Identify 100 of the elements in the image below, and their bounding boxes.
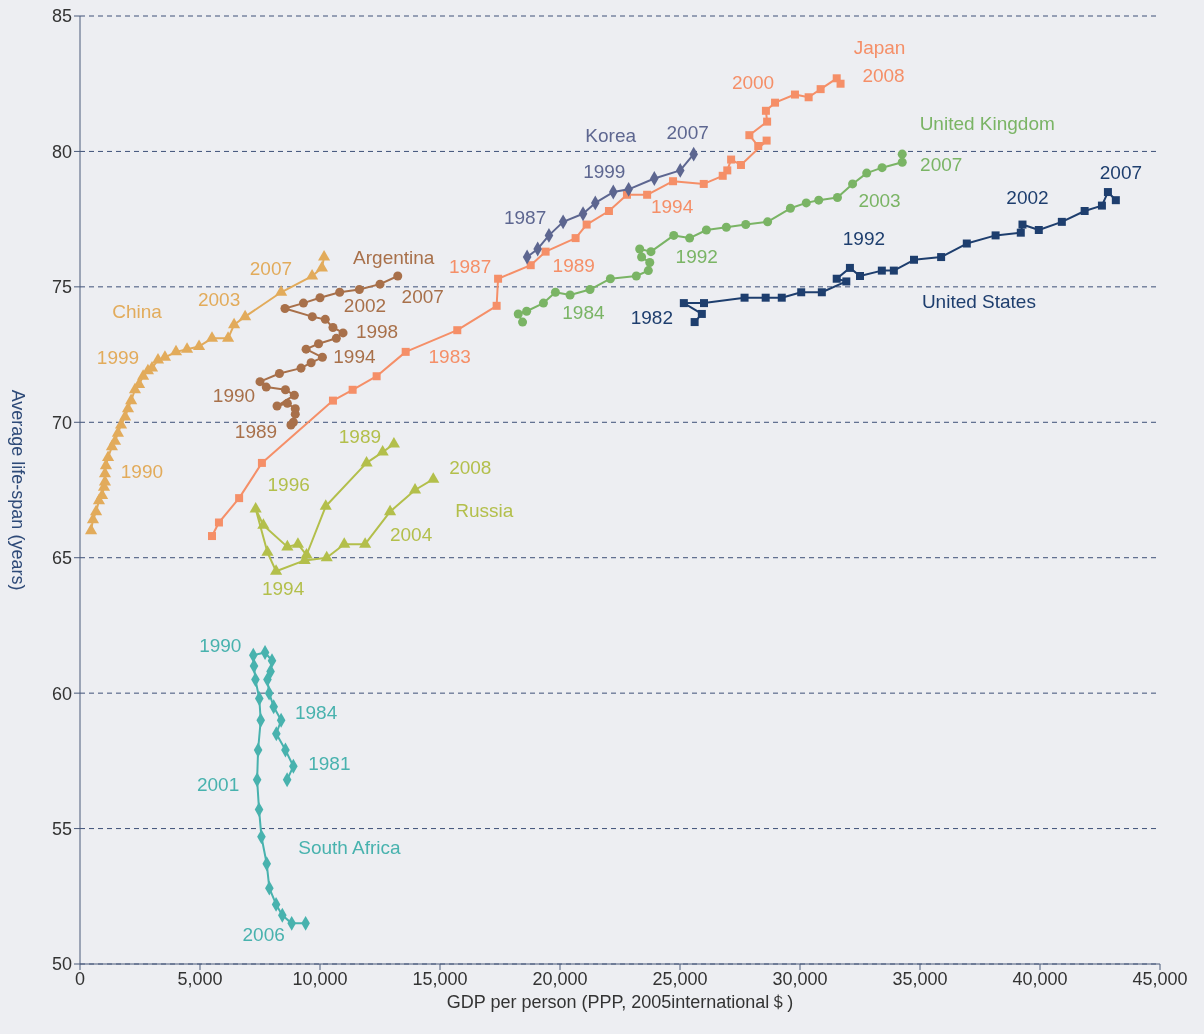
point xyxy=(842,277,851,286)
point xyxy=(315,260,328,272)
point xyxy=(314,339,324,349)
x-tick-label: 40,000 xyxy=(1012,968,1068,989)
annotation: 1984 xyxy=(562,301,605,323)
point xyxy=(331,333,341,343)
point xyxy=(645,257,655,267)
point xyxy=(816,85,825,94)
point xyxy=(360,455,373,467)
annotation: 1983 xyxy=(428,346,471,368)
point xyxy=(335,287,345,297)
point xyxy=(832,192,842,202)
point xyxy=(740,293,749,302)
annotation: 1998 xyxy=(355,321,399,343)
point xyxy=(375,279,385,289)
point xyxy=(372,372,381,381)
point xyxy=(393,271,403,281)
point xyxy=(582,220,591,229)
y-tick-label: 65 xyxy=(51,548,72,569)
point xyxy=(492,301,501,310)
annotation: 1989 xyxy=(552,254,595,276)
point xyxy=(401,347,410,356)
point xyxy=(790,90,799,99)
point xyxy=(108,434,122,445)
point xyxy=(877,163,887,173)
annotation: 1987 xyxy=(448,256,492,278)
series-label: United Kingdom xyxy=(919,112,1055,134)
point xyxy=(257,518,270,529)
point xyxy=(222,331,235,342)
point xyxy=(228,317,241,329)
point xyxy=(937,253,946,262)
x-tick-label: 5,000 xyxy=(177,968,223,989)
y-tick-label: 75 xyxy=(51,277,72,298)
point xyxy=(635,244,645,254)
point xyxy=(631,271,641,281)
point xyxy=(814,195,824,205)
point xyxy=(889,266,898,275)
point xyxy=(646,247,656,257)
point xyxy=(272,401,282,411)
point xyxy=(1111,196,1120,205)
point xyxy=(797,288,806,297)
annotation: 2000 xyxy=(731,72,775,94)
y-axis-title: Average life-span (years) xyxy=(8,389,28,591)
x-tick-label: 10,000 xyxy=(292,968,348,989)
point xyxy=(359,537,372,548)
point xyxy=(214,518,223,527)
series-label: United States xyxy=(921,290,1036,312)
series-label: Korea xyxy=(585,124,637,146)
point xyxy=(541,247,550,256)
x-tick-label: 15,000 xyxy=(412,968,468,989)
x-tick-label: 30,000 xyxy=(772,968,828,989)
point xyxy=(192,339,206,350)
point xyxy=(291,537,304,548)
point xyxy=(526,261,535,270)
point xyxy=(1018,220,1027,229)
point xyxy=(249,501,262,513)
annotation: 2002 xyxy=(1006,187,1049,209)
point xyxy=(877,266,886,275)
point xyxy=(643,266,653,276)
point xyxy=(255,377,265,387)
point xyxy=(274,369,284,379)
x-tick-label: 35,000 xyxy=(892,968,948,989)
point xyxy=(280,385,290,395)
point xyxy=(296,363,306,373)
annotation: 1990 xyxy=(212,385,256,407)
point xyxy=(320,314,330,324)
series-label: China xyxy=(112,300,163,322)
annotation: 2007 xyxy=(249,258,293,280)
point xyxy=(701,225,711,235)
point xyxy=(427,472,440,483)
annotation: 2007 xyxy=(401,285,444,307)
point xyxy=(848,179,858,189)
point xyxy=(513,309,523,319)
point xyxy=(125,393,138,405)
point xyxy=(745,131,754,140)
point xyxy=(763,217,773,227)
point xyxy=(301,344,311,354)
point xyxy=(338,328,348,338)
point xyxy=(320,550,333,562)
point xyxy=(275,285,288,296)
point xyxy=(307,312,317,322)
point xyxy=(550,287,560,297)
point xyxy=(897,149,907,159)
point xyxy=(114,417,128,429)
point xyxy=(761,293,770,302)
point xyxy=(736,160,745,169)
point xyxy=(643,190,652,199)
point xyxy=(169,344,183,356)
annotation: 1994 xyxy=(333,345,376,367)
point xyxy=(699,179,708,188)
x-tick-label: 0 xyxy=(74,968,86,989)
point xyxy=(522,306,532,316)
point xyxy=(84,523,98,535)
point xyxy=(261,382,271,392)
point xyxy=(494,274,503,283)
annotation: 1990 xyxy=(199,634,242,656)
point xyxy=(856,272,864,281)
annotation: 1990 xyxy=(120,461,164,483)
point xyxy=(754,142,763,151)
point xyxy=(319,499,332,510)
